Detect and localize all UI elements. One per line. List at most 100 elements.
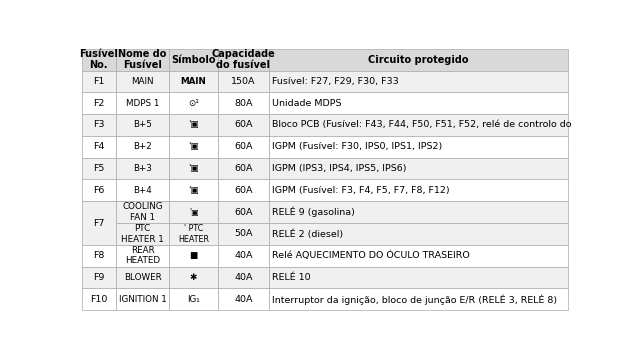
Bar: [218, 245, 269, 267]
Text: ' PTC
HEATER: ' PTC HEATER: [178, 224, 209, 244]
Bar: [116, 114, 169, 136]
Text: Fusível
No.: Fusível No.: [79, 49, 118, 70]
Bar: [82, 92, 116, 114]
Bar: [218, 201, 269, 223]
Bar: [218, 223, 269, 245]
Text: B+4: B+4: [133, 186, 152, 195]
Bar: [218, 288, 269, 310]
Text: 40A: 40A: [234, 273, 253, 282]
Bar: [116, 49, 169, 70]
Bar: [269, 49, 568, 70]
Bar: [116, 245, 169, 267]
Text: 40A: 40A: [234, 251, 253, 260]
Text: IGPM (Fusível: F30, IPS0, IPS1, IPS2): IGPM (Fusível: F30, IPS0, IPS1, IPS2): [273, 142, 443, 151]
Bar: [82, 49, 116, 70]
Text: 60A: 60A: [234, 164, 253, 173]
Text: RELÉ 9 (gasolina): RELÉ 9 (gasolina): [273, 207, 355, 217]
Text: 40A: 40A: [234, 295, 253, 304]
Bar: [169, 180, 218, 201]
Bar: [82, 288, 116, 310]
Bar: [82, 114, 116, 136]
Text: MDPS 1: MDPS 1: [126, 99, 159, 108]
Text: MAIN: MAIN: [131, 77, 154, 86]
Text: F5: F5: [93, 164, 105, 173]
Bar: [116, 201, 169, 223]
Bar: [116, 180, 169, 201]
Bar: [218, 114, 269, 136]
Bar: [218, 70, 269, 92]
Text: MAIN: MAIN: [181, 77, 207, 86]
Text: 60A: 60A: [234, 142, 253, 151]
Text: 80A: 80A: [234, 99, 253, 108]
Bar: [116, 267, 169, 288]
Text: '▣: '▣: [188, 186, 199, 195]
Bar: [169, 223, 218, 245]
Bar: [269, 92, 568, 114]
Text: '▣: '▣: [188, 142, 199, 151]
Bar: [269, 245, 568, 267]
Bar: [269, 114, 568, 136]
Bar: [218, 267, 269, 288]
Text: 60A: 60A: [234, 186, 253, 195]
Bar: [116, 158, 169, 180]
Text: '▣: '▣: [188, 164, 199, 173]
Bar: [269, 201, 568, 223]
Text: Símbolo: Símbolo: [171, 55, 216, 65]
Bar: [218, 158, 269, 180]
Bar: [169, 49, 218, 70]
Bar: [82, 180, 116, 201]
Bar: [116, 136, 169, 158]
Bar: [82, 201, 116, 245]
Text: ⊙¹: ⊙¹: [188, 99, 199, 108]
Text: B+2: B+2: [133, 142, 152, 151]
Bar: [269, 158, 568, 180]
Text: Circuito protegido: Circuito protegido: [368, 55, 469, 65]
Text: IGNITION 1: IGNITION 1: [119, 295, 166, 304]
Text: F1: F1: [93, 77, 105, 86]
Bar: [116, 92, 169, 114]
Text: IGPM (Fusível: F3, F4, F5, F7, F8, F12): IGPM (Fusível: F3, F4, F5, F7, F8, F12): [273, 186, 450, 195]
Text: REAR
HEATED: REAR HEATED: [125, 246, 160, 265]
Text: Interruptor da ignição, bloco de junção E/R (RELÉ 3, RELÉ 8): Interruptor da ignição, bloco de junção …: [273, 294, 557, 304]
Bar: [269, 223, 568, 245]
Text: IGPM (IPS3, IPS4, IPS5, IPS6): IGPM (IPS3, IPS4, IPS5, IPS6): [273, 164, 407, 173]
Text: ■: ■: [190, 251, 198, 260]
Bar: [169, 92, 218, 114]
Bar: [218, 180, 269, 201]
Bar: [218, 49, 269, 70]
Text: RELÉ 10: RELÉ 10: [273, 273, 311, 282]
Bar: [82, 70, 116, 92]
Bar: [169, 267, 218, 288]
Bar: [269, 70, 568, 92]
Text: F10: F10: [90, 295, 107, 304]
Text: B+3: B+3: [133, 164, 152, 173]
Text: F8: F8: [93, 251, 105, 260]
Text: Bloco PCB (Fusível: F43, F44, F50, F51, F52, relé de controlo do motor): Bloco PCB (Fusível: F43, F44, F50, F51, …: [273, 120, 607, 130]
Bar: [116, 70, 169, 92]
Bar: [269, 267, 568, 288]
Bar: [82, 158, 116, 180]
Text: 150A: 150A: [231, 77, 256, 86]
Bar: [169, 136, 218, 158]
Bar: [218, 136, 269, 158]
Text: Relé AQUECIMENTO DO ÓCULO TRASEIRO: Relé AQUECIMENTO DO ÓCULO TRASEIRO: [273, 251, 470, 260]
Text: 60A: 60A: [234, 208, 253, 217]
Text: B+5: B+5: [133, 120, 152, 130]
Text: 50A: 50A: [234, 229, 253, 238]
Bar: [82, 245, 116, 267]
Text: Capacidade
do fusível: Capacidade do fusível: [212, 49, 275, 70]
Text: PTC
HEATER 1: PTC HEATER 1: [121, 224, 164, 244]
Bar: [169, 245, 218, 267]
Text: F9: F9: [93, 273, 105, 282]
Bar: [116, 288, 169, 310]
Bar: [169, 201, 218, 223]
Text: F4: F4: [93, 142, 105, 151]
Bar: [82, 267, 116, 288]
Bar: [269, 288, 568, 310]
Bar: [169, 158, 218, 180]
Text: F6: F6: [93, 186, 105, 195]
Bar: [169, 70, 218, 92]
Bar: [269, 136, 568, 158]
Text: ✱: ✱: [190, 273, 197, 282]
Bar: [169, 114, 218, 136]
